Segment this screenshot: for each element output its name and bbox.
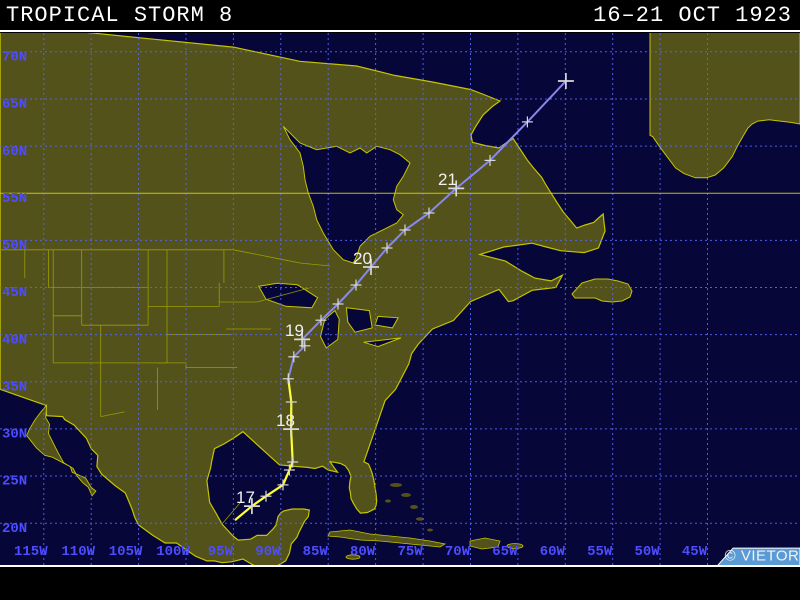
svg-text:30N: 30N [2,427,27,443]
svg-text:65W: 65W [492,544,518,560]
svg-text:35N: 35N [2,380,27,396]
svg-text:85W: 85W [303,544,329,560]
svg-text:50N: 50N [2,238,27,254]
svg-text:45W: 45W [682,544,708,560]
svg-text:70N: 70N [2,50,27,66]
svg-text:100W: 100W [156,544,190,560]
svg-text:19: 19 [285,321,304,340]
svg-text:105W: 105W [109,544,143,560]
svg-text:20: 20 [353,249,372,268]
svg-text:90W: 90W [255,544,281,560]
svg-text:25N: 25N [2,474,27,490]
svg-text:40N: 40N [2,332,27,348]
svg-text:60N: 60N [2,144,27,160]
svg-text:115W: 115W [14,544,48,560]
svg-text:55W: 55W [587,544,613,560]
svg-text:95W: 95W [208,544,234,560]
svg-text:80W: 80W [350,544,376,560]
svg-text:110W: 110W [61,544,95,560]
svg-text:65N: 65N [2,97,27,113]
svg-text:75W: 75W [397,544,423,560]
svg-text:18: 18 [276,411,295,430]
svg-text:70W: 70W [445,544,471,560]
svg-text:21: 21 [438,170,457,189]
svg-text:20N: 20N [2,521,27,537]
svg-text:60W: 60W [540,544,566,560]
svg-text:50W: 50W [634,544,660,560]
svg-text:17: 17 [236,488,255,507]
svg-text:45N: 45N [2,285,27,301]
svg-text:© VIETOR: © VIETOR [725,548,800,565]
svg-text:55N: 55N [2,191,27,207]
